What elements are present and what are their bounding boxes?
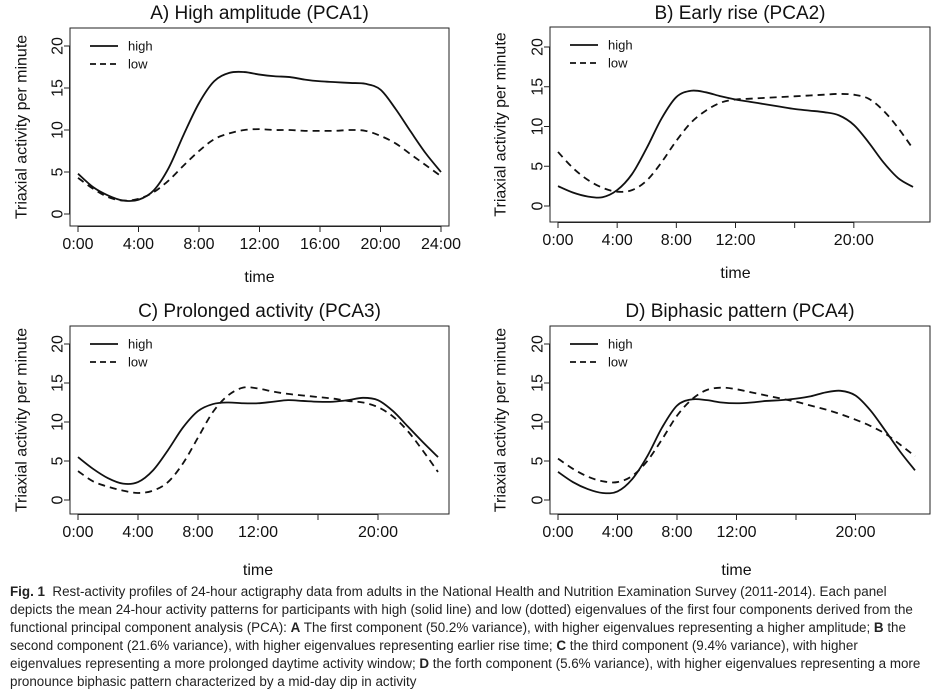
x-tick-label: 20:00 [358, 524, 398, 541]
caption-text: the forth component (5.6% variance), wit… [10, 656, 921, 689]
legend-label-high: high [608, 337, 633, 352]
x-tick-label: 0:00 [542, 232, 573, 249]
y-tick-label: 10 [530, 118, 547, 136]
caption-panel-letter: B [873, 620, 884, 635]
y-tick-label: 0 [50, 209, 67, 218]
x-tick-label: 0:00 [62, 236, 93, 253]
y-axis-label: Triaxial activity per minute [14, 35, 31, 219]
x-axis-label: time [244, 269, 274, 286]
caption-text: the second component (21.6% variance), w… [10, 620, 906, 653]
x-tick-label: 8:00 [183, 236, 214, 253]
y-tick-label: 0 [50, 495, 67, 504]
caption-panel-letter: D [419, 656, 430, 671]
series-line-high [557, 89, 914, 199]
x-tick-label: 24:00 [421, 236, 461, 253]
chart-title: A) High amplitude (PCA1) [150, 3, 369, 24]
series-line-low [77, 386, 439, 494]
x-tick-label: 12:00 [238, 524, 278, 541]
figure-label: Fig. 1 [10, 584, 45, 599]
figure-caption: Fig. 1 Rest-activity profiles of 24-hour… [10, 583, 932, 691]
chart-panel-a: A) High amplitude (PCA1) 0:00 4:00 8:00 12:0… [14, 3, 462, 286]
x-tick-label: 4:00 [123, 236, 154, 253]
caption-text: The first component (50.2% variance), wi… [300, 620, 874, 635]
plot-frame [549, 26, 931, 223]
x-tick-label: 8:00 [661, 524, 692, 541]
x-tick-label: 16:00 [300, 236, 340, 253]
y-axis-label: Triaxial activity per minute [493, 328, 510, 512]
caption-panel-letter: C [556, 638, 567, 653]
caption-text: the third component (9.4% variance), wit… [10, 638, 858, 671]
y-tick-label: 10 [50, 413, 67, 431]
plot-frame [69, 325, 450, 515]
x-tick-label: 12:00 [716, 524, 756, 541]
legend-label-low: low [608, 355, 628, 370]
x-tick-label: 20:00 [834, 232, 874, 249]
series-line-high [77, 396, 439, 485]
y-tick-label: 20 [50, 335, 67, 353]
y-tick-label: 5 [530, 456, 547, 465]
y-tick-label: 10 [530, 413, 547, 431]
series-line-low [557, 93, 914, 193]
y-tick-label: 5 [530, 162, 547, 171]
caption-text: Rest-activity profiles of 24-hour actigr… [10, 584, 913, 635]
x-axis-label: time [720, 265, 750, 282]
caption-body: Rest-activity profiles of 24-hour actigr… [10, 584, 920, 689]
legend-label-high: high [128, 337, 153, 352]
y-tick-label: 5 [50, 456, 67, 465]
x-tick-label: 12:00 [715, 232, 755, 249]
x-axis-label: time [721, 562, 751, 579]
y-tick-label: 15 [530, 374, 547, 392]
x-tick-label: 8:00 [661, 232, 692, 249]
y-tick-label: 5 [50, 167, 67, 176]
plot-frame [69, 27, 450, 227]
chart-title: B) Early rise (PCA2) [654, 3, 825, 24]
x-tick-label: 4:00 [122, 524, 153, 541]
y-tick-label: 0 [530, 495, 547, 504]
x-tick-label: 12:00 [239, 236, 279, 253]
legend-label-high: high [608, 38, 633, 53]
y-axis-label: Triaxial activity per minute [14, 328, 31, 512]
caption-panel-letter: A [290, 620, 301, 635]
x-axis-label: time [243, 562, 273, 579]
y-tick-label: 15 [50, 79, 67, 97]
legend-label-high: high [128, 39, 153, 54]
legend-label-low: low [608, 56, 628, 71]
x-tick-label: 0:00 [542, 524, 573, 541]
y-tick-label: 10 [50, 121, 67, 139]
x-tick-label: 20:00 [835, 524, 875, 541]
y-tick-label: 0 [530, 201, 547, 210]
x-tick-label: 4:00 [602, 524, 633, 541]
legend-label-low: low [128, 355, 148, 370]
chart-panel-b: B) Early rise (PCA2) 0:00 4:00 8:00 12:00 20:… [493, 3, 931, 282]
legend-label-low: low [128, 57, 148, 72]
y-axis-label: Triaxial activity per minute [493, 32, 510, 216]
chart-panel-c: C) Prolonged activity (PCA3) 0:00 4:00 8:00… [14, 301, 450, 579]
plot-frame [549, 325, 931, 515]
chart-title: D) Biphasic pattern (PCA4) [625, 301, 854, 322]
y-tick-label: 15 [530, 78, 547, 96]
series-line-high [557, 389, 916, 495]
figure-panels: A) High amplitude (PCA1) 0:00 4:00 8:00 12:0… [14, 3, 931, 579]
series-line-low [77, 128, 442, 202]
chart-title: C) Prolonged activity (PCA3) [138, 301, 381, 322]
y-tick-label: 15 [50, 374, 67, 392]
y-tick-label: 20 [530, 335, 547, 353]
x-tick-label: 8:00 [182, 524, 213, 541]
x-tick-label: 4:00 [602, 232, 633, 249]
series-line-high [77, 70, 442, 202]
chart-panel-d: D) Biphasic pattern (PCA4) 0:00 4:00 8:00 12… [493, 301, 931, 579]
x-tick-label: 0:00 [62, 524, 93, 541]
y-tick-label: 20 [50, 37, 67, 55]
y-tick-label: 20 [530, 38, 547, 56]
series-line-low [557, 386, 916, 484]
x-tick-label: 20:00 [360, 236, 400, 253]
